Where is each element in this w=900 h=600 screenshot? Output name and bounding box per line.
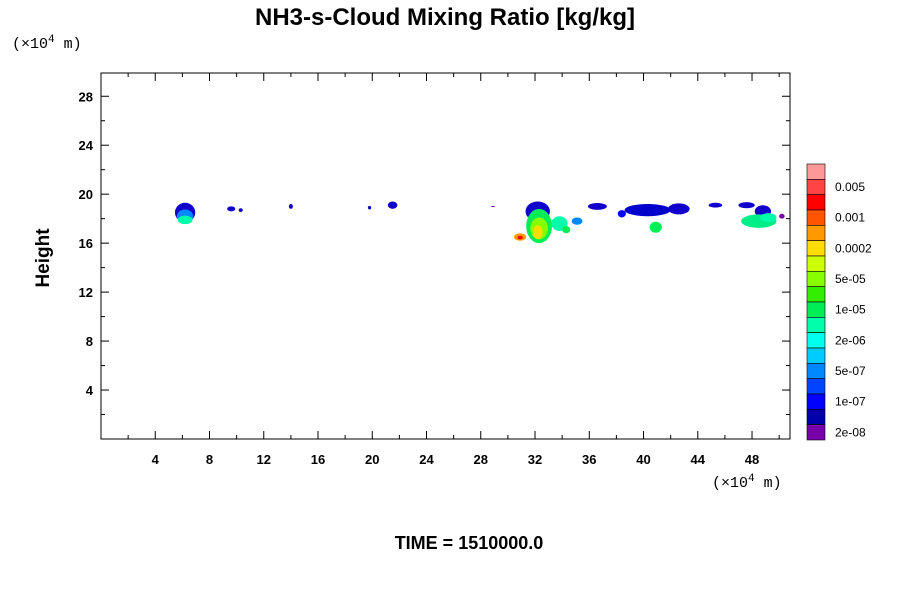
colorbar-swatch bbox=[806, 332, 826, 349]
plot-frame bbox=[100, 72, 791, 440]
colorbar-label: 0.001 bbox=[835, 211, 865, 225]
cloud-patch-6 bbox=[367, 205, 372, 210]
colorbar-label: 0.0002 bbox=[835, 241, 872, 255]
colorbar-swatch bbox=[806, 363, 826, 379]
y-tick-label: 8 bbox=[86, 334, 93, 349]
y-axis-label: Height bbox=[33, 228, 54, 288]
chart-title: NH3-s-Cloud Mixing Ratio [kg/kg] bbox=[255, 4, 635, 31]
colorbar-swatch bbox=[806, 409, 826, 425]
colorbar-swatch bbox=[806, 179, 826, 195]
colorbar-swatch bbox=[806, 225, 826, 241]
cloud-patch-19 bbox=[617, 210, 626, 218]
colorbar-label: 1e-05 bbox=[835, 303, 866, 317]
colorbar-swatch bbox=[806, 194, 826, 211]
x-unit-label: (×104 m) bbox=[712, 473, 782, 492]
cloud-patch-20 bbox=[624, 203, 671, 217]
x-tick-label: 44 bbox=[691, 452, 706, 467]
colorbar-swatch bbox=[806, 255, 826, 272]
colorbar-swatch bbox=[806, 286, 826, 303]
time-label: TIME = 1510000.0 bbox=[395, 533, 544, 553]
colorbar-swatch bbox=[806, 240, 826, 257]
colorbar-label: 5e-07 bbox=[835, 364, 866, 378]
colorbar-swatch bbox=[806, 317, 826, 333]
y-unit-label: (×104 m) bbox=[12, 34, 82, 53]
colorbar-label: 2e-06 bbox=[835, 333, 866, 347]
x-tick-label: 8 bbox=[206, 452, 213, 467]
cloud-patch-4 bbox=[238, 208, 243, 212]
cloud-layer bbox=[174, 201, 785, 244]
x-tick-label: 16 bbox=[311, 452, 325, 467]
x-tick-label: 4 bbox=[152, 452, 160, 467]
x-tick-label: 40 bbox=[636, 452, 650, 467]
x-tick-label: 48 bbox=[745, 452, 759, 467]
cloud-patch-23 bbox=[708, 202, 723, 208]
colorbar-swatch bbox=[806, 209, 826, 226]
y-tick-label: 12 bbox=[79, 285, 93, 300]
y-tick-label: 28 bbox=[79, 89, 93, 104]
colorbar-swatch bbox=[806, 163, 826, 180]
y-tick-label: 4 bbox=[86, 383, 94, 398]
cloud-patch-18 bbox=[587, 202, 607, 210]
colorbar-swatch bbox=[806, 393, 826, 410]
colorbar-label: 5e-05 bbox=[835, 272, 866, 286]
colorbar-swatch bbox=[806, 301, 826, 318]
cloud-patch-3 bbox=[227, 206, 236, 212]
cloud-patch-17 bbox=[571, 217, 583, 225]
cloud-patch-22 bbox=[649, 221, 662, 233]
cloud-patch-8 bbox=[490, 205, 496, 208]
cloud-patch-2 bbox=[177, 215, 193, 225]
cloud-patch-5 bbox=[288, 203, 293, 209]
cloud-patch-28 bbox=[779, 213, 785, 219]
colorbar-swatch bbox=[806, 271, 826, 287]
y-tick-label: 20 bbox=[79, 187, 93, 202]
x-tick-label: 20 bbox=[365, 452, 379, 467]
colorbar-label: 0.005 bbox=[835, 180, 865, 194]
x-tick-label: 36 bbox=[582, 452, 596, 467]
y-tick-label: 16 bbox=[79, 236, 93, 251]
cloud-patch-12 bbox=[532, 225, 543, 239]
colorbar-swatch bbox=[806, 378, 826, 395]
colorbar-swatch bbox=[806, 424, 826, 441]
cloud-patch-14 bbox=[562, 226, 571, 234]
cloud-patch-24 bbox=[738, 202, 755, 209]
colorbar-swatch bbox=[806, 347, 826, 364]
colorbar-label: 1e-07 bbox=[835, 395, 866, 409]
colorbar: 0.005 0.001 0.0002 5e-05 1e-05 2e-06 5e-07 1e-0… bbox=[806, 163, 872, 441]
x-tick-label: 28 bbox=[474, 452, 488, 467]
y-tick-label: 24 bbox=[79, 138, 94, 153]
x-tick-label: 12 bbox=[257, 452, 271, 467]
x-tick-label: 24 bbox=[419, 452, 434, 467]
x-tick-label: 32 bbox=[528, 452, 542, 467]
cloud-patch-7 bbox=[387, 201, 398, 209]
colorbar-label: 2e-08 bbox=[835, 425, 866, 439]
cloud-patch-27 bbox=[760, 213, 777, 222]
cloud-patch-16 bbox=[517, 235, 523, 240]
cloud-patch-21 bbox=[667, 203, 690, 215]
